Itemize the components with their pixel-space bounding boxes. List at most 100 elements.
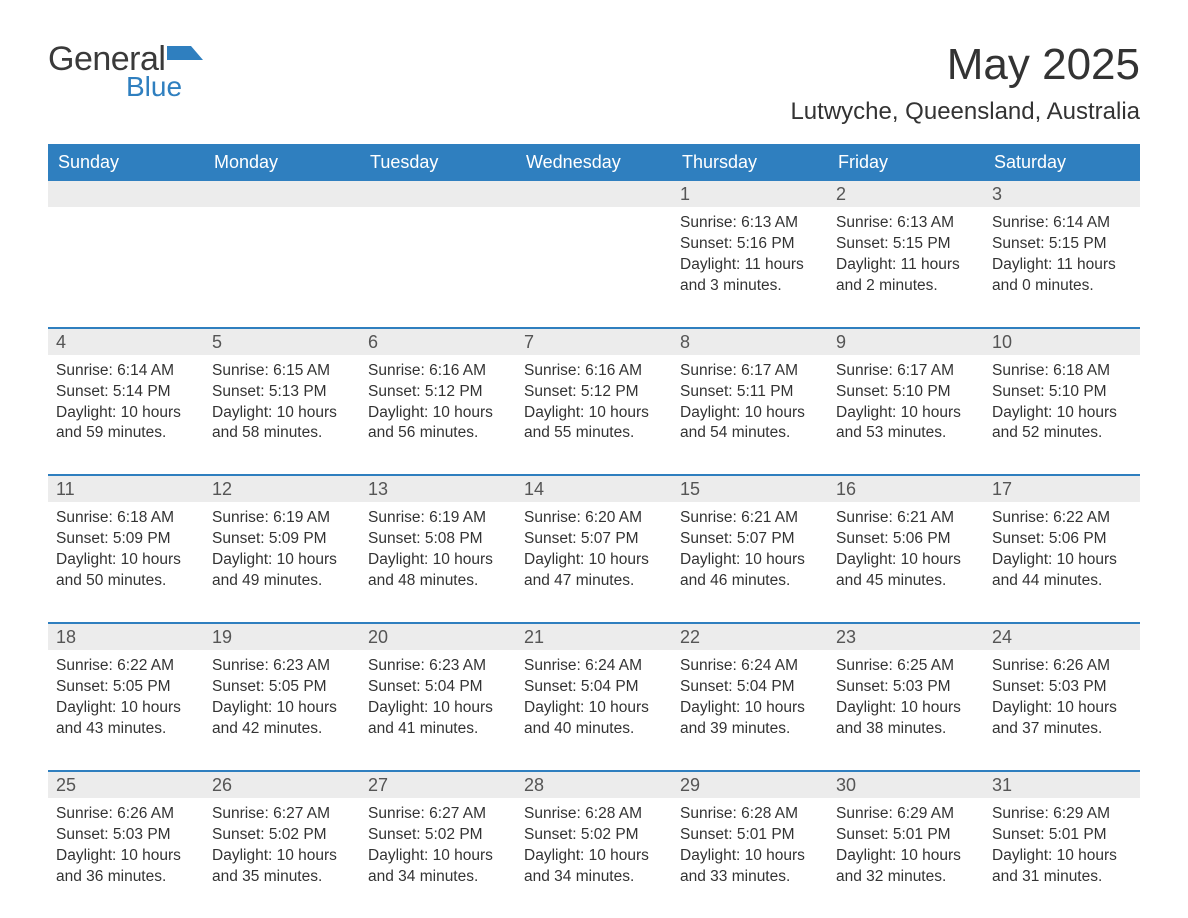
sunrise-line: Sunrise: 6:14 AM bbox=[992, 213, 1132, 234]
day-details: Sunrise: 6:19 AMSunset: 5:08 PMDaylight:… bbox=[360, 502, 516, 596]
sunset-line: Sunset: 5:08 PM bbox=[368, 529, 508, 550]
daylight-line: Daylight: 11 hours and 0 minutes. bbox=[992, 255, 1132, 297]
day-cell: 18Sunrise: 6:22 AMSunset: 5:05 PMDayligh… bbox=[48, 624, 204, 744]
day-cell: 3Sunrise: 6:14 AMSunset: 5:15 PMDaylight… bbox=[984, 181, 1140, 301]
weekday-header: Sunday bbox=[48, 144, 204, 181]
day-number: 17 bbox=[984, 476, 1140, 502]
day-cell: 28Sunrise: 6:28 AMSunset: 5:02 PMDayligh… bbox=[516, 772, 672, 892]
sunrise-line: Sunrise: 6:27 AM bbox=[368, 804, 508, 825]
daylight-line: Daylight: 10 hours and 42 minutes. bbox=[212, 698, 352, 740]
day-cell: 14Sunrise: 6:20 AMSunset: 5:07 PMDayligh… bbox=[516, 476, 672, 596]
daylight-line: Daylight: 10 hours and 43 minutes. bbox=[56, 698, 196, 740]
sunset-line: Sunset: 5:01 PM bbox=[836, 825, 976, 846]
sunrise-line: Sunrise: 6:14 AM bbox=[56, 361, 196, 382]
daylight-line: Daylight: 10 hours and 48 minutes. bbox=[368, 550, 508, 592]
day-cell: 2Sunrise: 6:13 AMSunset: 5:15 PMDaylight… bbox=[828, 181, 984, 301]
sunset-line: Sunset: 5:06 PM bbox=[836, 529, 976, 550]
daylight-line: Daylight: 10 hours and 47 minutes. bbox=[524, 550, 664, 592]
sunrise-line: Sunrise: 6:24 AM bbox=[524, 656, 664, 677]
sunrise-line: Sunrise: 6:17 AM bbox=[836, 361, 976, 382]
day-number: 5 bbox=[204, 329, 360, 355]
day-details: Sunrise: 6:23 AMSunset: 5:05 PMDaylight:… bbox=[204, 650, 360, 744]
sunrise-line: Sunrise: 6:22 AM bbox=[992, 508, 1132, 529]
sunrise-line: Sunrise: 6:18 AM bbox=[992, 361, 1132, 382]
day-number: 31 bbox=[984, 772, 1140, 798]
day-details: Sunrise: 6:24 AMSunset: 5:04 PMDaylight:… bbox=[672, 650, 828, 744]
sunset-line: Sunset: 5:15 PM bbox=[836, 234, 976, 255]
daylight-line: Daylight: 10 hours and 59 minutes. bbox=[56, 403, 196, 445]
day-cell: 7Sunrise: 6:16 AMSunset: 5:12 PMDaylight… bbox=[516, 329, 672, 449]
daylight-line: Daylight: 10 hours and 44 minutes. bbox=[992, 550, 1132, 592]
day-cell: 10Sunrise: 6:18 AMSunset: 5:10 PMDayligh… bbox=[984, 329, 1140, 449]
daylight-line: Daylight: 10 hours and 31 minutes. bbox=[992, 846, 1132, 888]
day-details: Sunrise: 6:24 AMSunset: 5:04 PMDaylight:… bbox=[516, 650, 672, 744]
daylight-line: Daylight: 10 hours and 39 minutes. bbox=[680, 698, 820, 740]
day-details bbox=[360, 207, 516, 291]
sunset-line: Sunset: 5:07 PM bbox=[680, 529, 820, 550]
day-details: Sunrise: 6:14 AMSunset: 5:15 PMDaylight:… bbox=[984, 207, 1140, 301]
day-details: Sunrise: 6:17 AMSunset: 5:11 PMDaylight:… bbox=[672, 355, 828, 449]
day-cell: 15Sunrise: 6:21 AMSunset: 5:07 PMDayligh… bbox=[672, 476, 828, 596]
day-cell: 6Sunrise: 6:16 AMSunset: 5:12 PMDaylight… bbox=[360, 329, 516, 449]
day-details: Sunrise: 6:19 AMSunset: 5:09 PMDaylight:… bbox=[204, 502, 360, 596]
day-cell: 16Sunrise: 6:21 AMSunset: 5:06 PMDayligh… bbox=[828, 476, 984, 596]
sunrise-line: Sunrise: 6:13 AM bbox=[680, 213, 820, 234]
sunset-line: Sunset: 5:04 PM bbox=[680, 677, 820, 698]
day-cell: 13Sunrise: 6:19 AMSunset: 5:08 PMDayligh… bbox=[360, 476, 516, 596]
day-details bbox=[48, 207, 204, 291]
sunset-line: Sunset: 5:10 PM bbox=[836, 382, 976, 403]
day-details: Sunrise: 6:16 AMSunset: 5:12 PMDaylight:… bbox=[360, 355, 516, 449]
sunrise-line: Sunrise: 6:17 AM bbox=[680, 361, 820, 382]
day-number: 21 bbox=[516, 624, 672, 650]
day-details: Sunrise: 6:18 AMSunset: 5:10 PMDaylight:… bbox=[984, 355, 1140, 449]
day-cell: 17Sunrise: 6:22 AMSunset: 5:06 PMDayligh… bbox=[984, 476, 1140, 596]
day-number: 8 bbox=[672, 329, 828, 355]
sunrise-line: Sunrise: 6:18 AM bbox=[56, 508, 196, 529]
sunrise-line: Sunrise: 6:28 AM bbox=[524, 804, 664, 825]
sunset-line: Sunset: 5:16 PM bbox=[680, 234, 820, 255]
day-details: Sunrise: 6:26 AMSunset: 5:03 PMDaylight:… bbox=[984, 650, 1140, 744]
sunrise-line: Sunrise: 6:27 AM bbox=[212, 804, 352, 825]
day-details bbox=[204, 207, 360, 291]
day-cell: 22Sunrise: 6:24 AMSunset: 5:04 PMDayligh… bbox=[672, 624, 828, 744]
sunrise-line: Sunrise: 6:16 AM bbox=[524, 361, 664, 382]
daylight-line: Daylight: 10 hours and 46 minutes. bbox=[680, 550, 820, 592]
day-cell: 8Sunrise: 6:17 AMSunset: 5:11 PMDaylight… bbox=[672, 329, 828, 449]
day-details: Sunrise: 6:21 AMSunset: 5:07 PMDaylight:… bbox=[672, 502, 828, 596]
daylight-line: Daylight: 10 hours and 52 minutes. bbox=[992, 403, 1132, 445]
week-row: 25Sunrise: 6:26 AMSunset: 5:03 PMDayligh… bbox=[48, 770, 1140, 892]
title-block: May 2025 Lutwyche, Queensland, Australia bbox=[790, 40, 1140, 126]
day-cell: 27Sunrise: 6:27 AMSunset: 5:02 PMDayligh… bbox=[360, 772, 516, 892]
sunset-line: Sunset: 5:02 PM bbox=[368, 825, 508, 846]
header: General Blue May 2025 Lutwyche, Queensla… bbox=[48, 40, 1140, 126]
daylight-line: Daylight: 10 hours and 45 minutes. bbox=[836, 550, 976, 592]
day-number: 7 bbox=[516, 329, 672, 355]
daylight-line: Daylight: 10 hours and 55 minutes. bbox=[524, 403, 664, 445]
logo-blue-text: Blue bbox=[126, 71, 243, 103]
sunset-line: Sunset: 5:05 PM bbox=[212, 677, 352, 698]
day-number bbox=[48, 181, 204, 207]
day-number bbox=[516, 181, 672, 207]
day-details: Sunrise: 6:13 AMSunset: 5:15 PMDaylight:… bbox=[828, 207, 984, 301]
day-details: Sunrise: 6:15 AMSunset: 5:13 PMDaylight:… bbox=[204, 355, 360, 449]
day-details: Sunrise: 6:27 AMSunset: 5:02 PMDaylight:… bbox=[204, 798, 360, 892]
day-number: 20 bbox=[360, 624, 516, 650]
daylight-line: Daylight: 10 hours and 56 minutes. bbox=[368, 403, 508, 445]
day-number: 3 bbox=[984, 181, 1140, 207]
sunrise-line: Sunrise: 6:16 AM bbox=[368, 361, 508, 382]
sunrise-line: Sunrise: 6:23 AM bbox=[368, 656, 508, 677]
day-number: 18 bbox=[48, 624, 204, 650]
day-cell: 23Sunrise: 6:25 AMSunset: 5:03 PMDayligh… bbox=[828, 624, 984, 744]
sunset-line: Sunset: 5:03 PM bbox=[992, 677, 1132, 698]
day-number: 14 bbox=[516, 476, 672, 502]
day-details: Sunrise: 6:29 AMSunset: 5:01 PMDaylight:… bbox=[828, 798, 984, 892]
sunrise-line: Sunrise: 6:29 AM bbox=[836, 804, 976, 825]
day-cell: 11Sunrise: 6:18 AMSunset: 5:09 PMDayligh… bbox=[48, 476, 204, 596]
day-details: Sunrise: 6:28 AMSunset: 5:02 PMDaylight:… bbox=[516, 798, 672, 892]
day-number: 23 bbox=[828, 624, 984, 650]
week-row: 4Sunrise: 6:14 AMSunset: 5:14 PMDaylight… bbox=[48, 327, 1140, 449]
day-number: 27 bbox=[360, 772, 516, 798]
day-cell: 21Sunrise: 6:24 AMSunset: 5:04 PMDayligh… bbox=[516, 624, 672, 744]
weekday-header: Friday bbox=[828, 144, 984, 181]
day-number bbox=[204, 181, 360, 207]
